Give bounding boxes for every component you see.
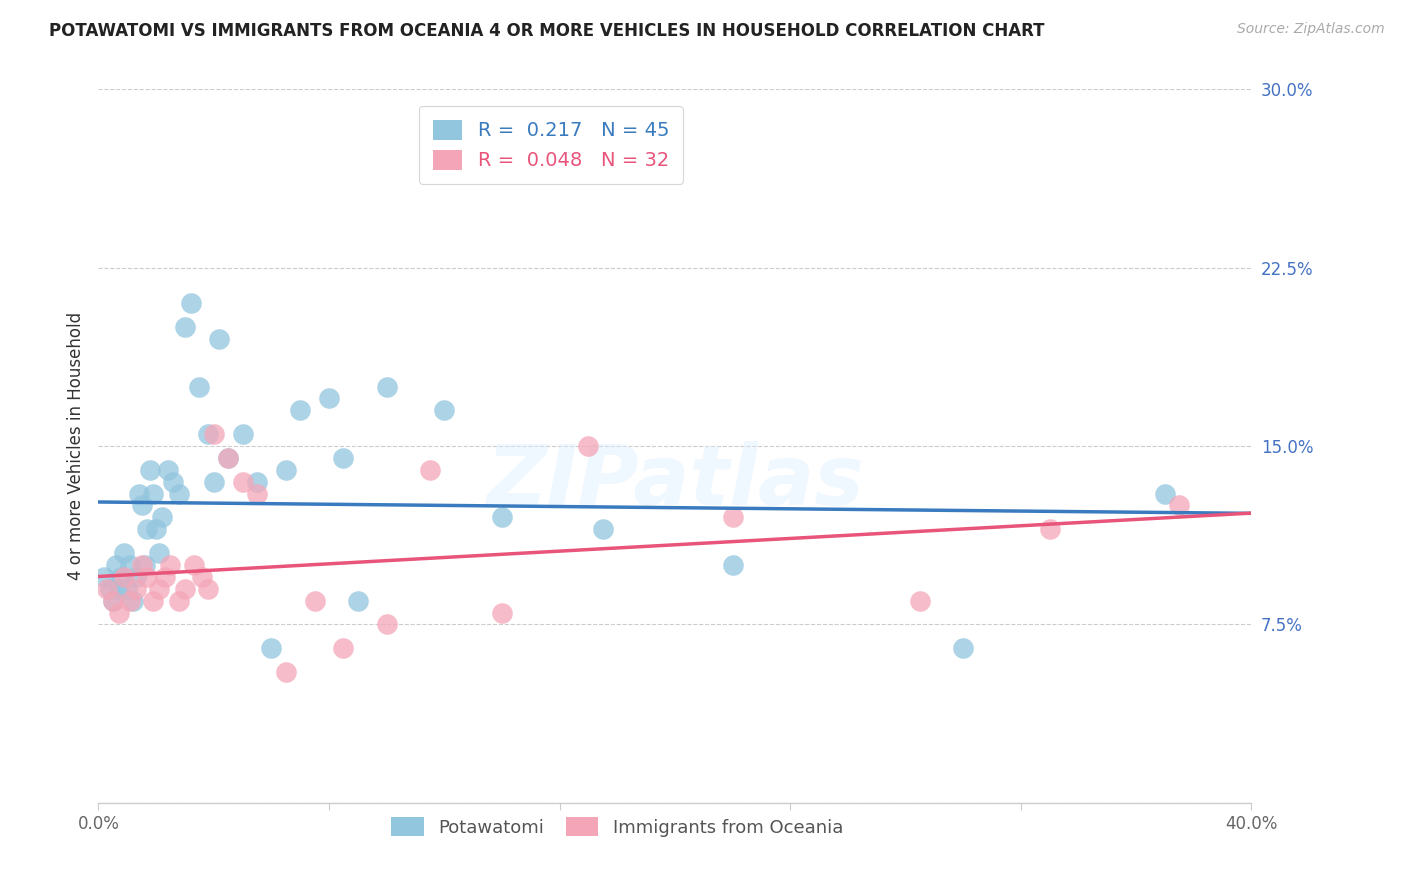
Point xyxy=(131,558,153,572)
Point xyxy=(101,593,124,607)
Point xyxy=(101,593,124,607)
Point xyxy=(167,486,190,500)
Point xyxy=(153,570,176,584)
Point xyxy=(375,379,398,393)
Point xyxy=(231,475,254,489)
Point xyxy=(274,463,297,477)
Point xyxy=(592,522,614,536)
Point xyxy=(952,641,974,656)
Point xyxy=(231,427,254,442)
Point xyxy=(208,332,231,346)
Point xyxy=(1039,522,1062,536)
Point xyxy=(217,450,239,465)
Point xyxy=(128,486,150,500)
Point xyxy=(120,593,142,607)
Point xyxy=(1154,486,1177,500)
Point xyxy=(110,570,132,584)
Point xyxy=(260,641,283,656)
Point xyxy=(107,606,129,620)
Point xyxy=(332,641,354,656)
Point xyxy=(145,522,167,536)
Point xyxy=(148,546,170,560)
Point xyxy=(721,558,744,572)
Point xyxy=(174,320,197,334)
Text: POTAWATOMI VS IMMIGRANTS FROM OCEANIA 4 OR MORE VEHICLES IN HOUSEHOLD CORRELATIO: POTAWATOMI VS IMMIGRANTS FROM OCEANIA 4 … xyxy=(49,22,1045,40)
Point xyxy=(375,617,398,632)
Point xyxy=(202,475,225,489)
Point xyxy=(304,593,326,607)
Point xyxy=(180,296,202,310)
Point xyxy=(332,450,354,465)
Point xyxy=(246,486,269,500)
Point xyxy=(142,486,165,500)
Point xyxy=(183,558,205,572)
Point xyxy=(136,570,159,584)
Point xyxy=(318,392,340,406)
Point xyxy=(98,582,121,596)
Point xyxy=(491,510,513,524)
Point xyxy=(202,427,225,442)
Point xyxy=(191,570,214,584)
Point xyxy=(174,582,197,596)
Point xyxy=(419,463,441,477)
Point xyxy=(346,593,368,607)
Point xyxy=(491,606,513,620)
Point xyxy=(96,582,118,596)
Point xyxy=(112,570,135,584)
Point xyxy=(148,582,170,596)
Point xyxy=(721,510,744,524)
Point xyxy=(142,593,165,607)
Point xyxy=(93,570,115,584)
Point xyxy=(112,546,135,560)
Point xyxy=(908,593,931,607)
Point xyxy=(125,570,148,584)
Point xyxy=(159,558,181,572)
Point xyxy=(246,475,269,489)
Legend: Potawatomi, Immigrants from Oceania: Potawatomi, Immigrants from Oceania xyxy=(384,810,851,844)
Point xyxy=(217,450,239,465)
Point xyxy=(131,499,153,513)
Point xyxy=(136,522,159,536)
Point xyxy=(167,593,190,607)
Point xyxy=(290,403,312,417)
Point xyxy=(107,582,129,596)
Point xyxy=(274,665,297,679)
Point xyxy=(433,403,456,417)
Point xyxy=(188,379,211,393)
Point xyxy=(150,510,173,524)
Point xyxy=(120,558,142,572)
Text: ZIPatlas: ZIPatlas xyxy=(486,442,863,522)
Text: Source: ZipAtlas.com: Source: ZipAtlas.com xyxy=(1237,22,1385,37)
Y-axis label: 4 or more Vehicles in Household: 4 or more Vehicles in Household xyxy=(66,312,84,580)
Point xyxy=(125,582,148,596)
Point xyxy=(122,593,145,607)
Point xyxy=(117,582,139,596)
Point xyxy=(162,475,184,489)
Point xyxy=(578,439,600,453)
Point xyxy=(197,582,219,596)
Point xyxy=(104,558,127,572)
Point xyxy=(1168,499,1191,513)
Point xyxy=(197,427,219,442)
Point xyxy=(134,558,156,572)
Point xyxy=(156,463,179,477)
Point xyxy=(139,463,162,477)
